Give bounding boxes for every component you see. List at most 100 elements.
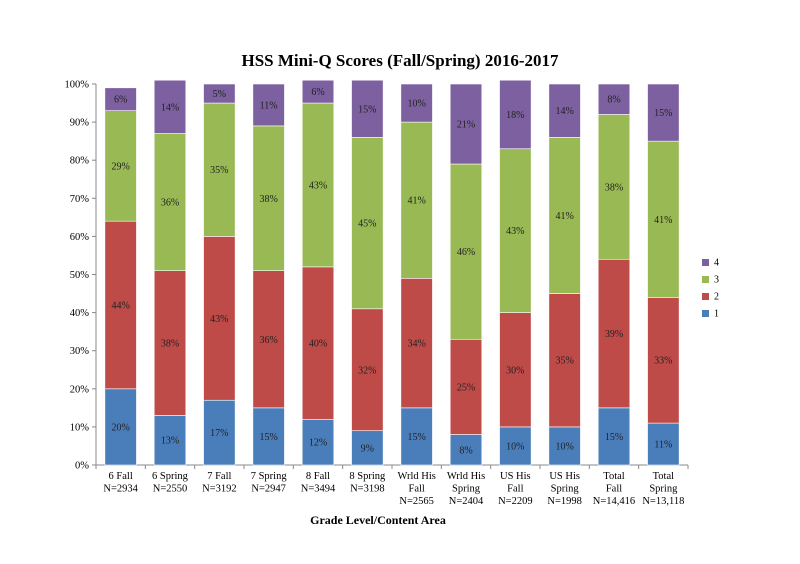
legend-label: 4	[714, 258, 719, 269]
x-tick-label-line: Total	[653, 471, 675, 482]
bar-segment-4	[153, 79, 187, 134]
data-label: 43%	[309, 180, 327, 191]
bar-segment-3	[449, 163, 483, 340]
bar-stack: 10% 30% 43% 18%	[499, 79, 532, 466]
data-label: 17%	[210, 428, 228, 439]
bar-segment-3	[499, 148, 532, 313]
bar-segment-4	[449, 83, 483, 165]
bar-segment-4	[104, 87, 137, 111]
bar-segment-4	[647, 83, 680, 142]
data-label: 38%	[161, 339, 179, 350]
x-tick-label-line: Fall	[606, 484, 622, 495]
data-label: 34%	[407, 339, 425, 350]
bar-segment-4	[499, 79, 532, 150]
x-tick-label-line: N=2947	[251, 484, 286, 495]
bar-segment-2	[449, 338, 483, 435]
x-tick-label-line: N=14,416	[593, 496, 635, 507]
x-tick-label-line: N=3192	[202, 484, 237, 495]
data-label: 36%	[259, 335, 277, 346]
data-label: 15%	[407, 432, 425, 443]
x-tick-label-line: Total	[603, 471, 625, 482]
x-tick-label: US His Spring N=1998	[547, 471, 582, 507]
data-label: 36%	[161, 198, 179, 209]
bar-stack: 10% 35% 41% 14%	[548, 83, 581, 466]
x-tick-label-line: 7 Spring	[251, 471, 288, 482]
legend-swatch	[702, 310, 709, 317]
y-tick-label: 80%	[70, 156, 90, 167]
data-label: 44%	[111, 300, 129, 311]
x-tick-label-line: Spring	[649, 484, 678, 495]
bar-stack: 15% 34% 41% 10%	[400, 83, 433, 466]
y-tick-label: 0%	[75, 461, 89, 472]
x-tick-label-line: 6 Fall	[109, 471, 133, 482]
bar-segment-2	[153, 270, 187, 416]
x-tick-label-line: Wrld His	[447, 471, 485, 482]
data-label: 15%	[654, 108, 672, 119]
x-tick-label-line: Spring	[452, 484, 481, 495]
x-tick-label-line: N=2565	[399, 496, 434, 507]
x-tick-label: US His Fall N=2209	[498, 471, 533, 507]
y-tick-label: 100%	[65, 80, 90, 91]
bar-segment-3	[647, 140, 680, 298]
legend-label: 2	[714, 292, 719, 303]
bar-stack: 20% 44% 29% 6%	[104, 87, 137, 466]
bar-segment-2	[301, 266, 335, 420]
x-tick-label-line: N=1998	[547, 496, 582, 507]
x-tick-label: Total Spring N=13,118	[642, 471, 684, 507]
x-tick-label-line: 8 Spring	[349, 471, 386, 482]
data-label: 43%	[210, 314, 228, 325]
data-label: 15%	[358, 104, 376, 115]
legend-swatch	[702, 276, 709, 283]
data-label: 45%	[358, 219, 376, 230]
data-label: 29%	[111, 161, 129, 172]
bar-segment-3	[548, 137, 581, 294]
bar-stack: 8% 25% 46% 21%	[449, 83, 483, 466]
legend-item-3: 3	[702, 275, 719, 286]
bar-segment-1	[203, 399, 236, 466]
plot-area: 0%10%20%30%40%50%60%70%80%90%100%20%44%2…	[65, 79, 689, 507]
data-label: 10%	[407, 99, 425, 110]
x-tick-label-line: N=2550	[153, 484, 188, 495]
data-label: 20%	[111, 422, 129, 433]
x-tick-label-line: N=3198	[350, 484, 385, 495]
data-label: 32%	[358, 365, 376, 376]
x-tick-label-line: Fall	[408, 484, 424, 495]
y-tick-label: 70%	[70, 194, 90, 205]
x-tick-label-line: N=13,118	[642, 496, 684, 507]
bar-stack: 15% 39% 38% 8%	[597, 83, 631, 466]
legend-item-1: 1	[702, 309, 719, 320]
data-label: 41%	[555, 211, 573, 222]
legend-label: 3	[714, 275, 719, 286]
x-tick-label-line: Spring	[551, 484, 580, 495]
bar-segment-3	[301, 102, 335, 268]
data-label: 38%	[259, 194, 277, 205]
bar-segment-1	[400, 407, 433, 466]
data-label: 10%	[555, 441, 573, 452]
data-label: 13%	[161, 436, 179, 447]
y-tick-label: 60%	[70, 232, 90, 243]
bar-segment-2	[597, 258, 631, 409]
data-label: 21%	[457, 120, 475, 131]
data-label: 38%	[605, 182, 623, 193]
bar-stack: 9% 32% 45% 15%	[351, 79, 384, 466]
bar-segment-3	[153, 133, 187, 271]
data-label: 14%	[555, 106, 573, 117]
x-tick-label: 7 Spring N=2947	[251, 471, 288, 495]
bar-segment-3	[351, 137, 384, 310]
legend-swatch	[702, 259, 709, 266]
bar-segment-2	[400, 278, 433, 409]
bar-segment-1	[351, 430, 384, 466]
x-tick-label: 8 Spring N=3198	[349, 471, 386, 495]
data-label: 11%	[260, 100, 278, 111]
bar-stack: 15% 36% 38% 11%	[252, 83, 285, 466]
legend: 4 3 2 1	[702, 258, 719, 320]
y-tick-label: 10%	[70, 422, 90, 433]
bar-segment-2	[548, 293, 581, 428]
y-tick-label: 90%	[70, 118, 90, 129]
data-label: 25%	[457, 382, 475, 393]
bar-segment-1	[301, 418, 335, 466]
x-tick-label: 8 Fall N=3494	[301, 471, 336, 495]
y-tick-label: 50%	[70, 270, 90, 281]
data-label: 15%	[605, 432, 623, 443]
